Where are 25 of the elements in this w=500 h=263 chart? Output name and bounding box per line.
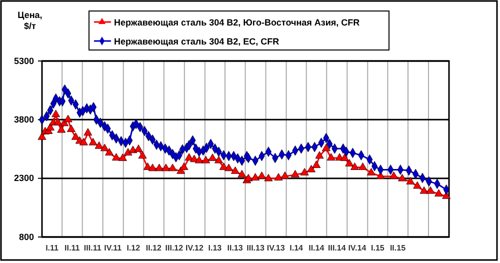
x-tick-label: IV.12 bbox=[185, 244, 204, 253]
x-tick-label: I.14 bbox=[290, 244, 304, 253]
legend-label: Нержавеющая сталь 304 В2, Юго-Восточная Азия, CFR bbox=[114, 18, 360, 28]
x-tick-label: II.14 bbox=[308, 244, 325, 253]
x-tick-label: III.13 bbox=[246, 244, 265, 253]
x-tick-label: I.12 bbox=[126, 244, 141, 253]
x-tick-label: III.11 bbox=[84, 244, 102, 253]
y-tick-label: 2300 bbox=[14, 173, 34, 184]
y-axis-title: Цена, $/т bbox=[18, 10, 42, 31]
x-tick-label: II.11 bbox=[64, 244, 80, 253]
y-tick-label: 3800 bbox=[14, 114, 34, 125]
x-tick-label: IV.13 bbox=[266, 244, 286, 253]
x-tick-label: I.15 bbox=[371, 244, 385, 253]
y-tick-label: 5300 bbox=[14, 56, 34, 66]
x-tick-label: II.12 bbox=[146, 244, 162, 253]
x-tick-label: IV.11 bbox=[104, 244, 122, 253]
x-tick-label: IV.14 bbox=[348, 244, 367, 253]
y-tick-label: 800 bbox=[18, 232, 34, 242]
x-tick-label: III.14 bbox=[328, 244, 346, 253]
x-tick-label: I.11 bbox=[46, 244, 60, 253]
x-tick-label: II.15 bbox=[390, 244, 406, 253]
x-tick-label: II.13 bbox=[227, 244, 244, 253]
legend-label: Нержавеющая сталь 304 В2, ЕС, CFR bbox=[114, 36, 280, 46]
x-tick-label: III.12 bbox=[165, 244, 184, 253]
x-tick-label: I.13 bbox=[208, 244, 222, 253]
